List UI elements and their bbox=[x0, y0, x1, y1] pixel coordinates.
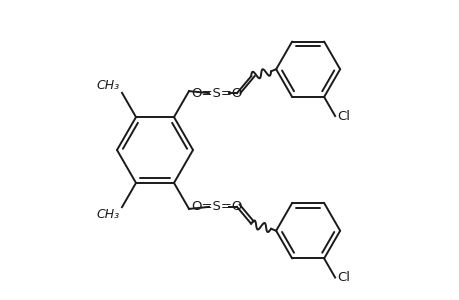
Text: Cl: Cl bbox=[336, 110, 349, 122]
Text: O=S=O: O=S=O bbox=[191, 200, 242, 213]
Text: Cl: Cl bbox=[336, 271, 349, 284]
Text: CH₃: CH₃ bbox=[97, 79, 120, 92]
Text: CH₃: CH₃ bbox=[97, 208, 120, 221]
Text: O=S=O: O=S=O bbox=[191, 87, 242, 100]
